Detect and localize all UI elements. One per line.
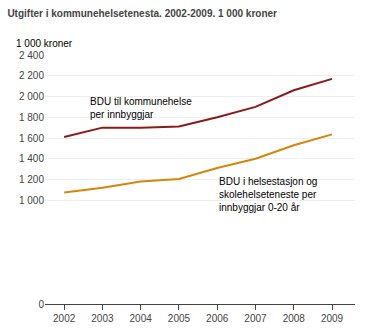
svg-text:0: 0 — [38, 299, 44, 310]
svg-text:1 200: 1 200 — [19, 174, 44, 185]
svg-text:2003: 2003 — [91, 313, 114, 324]
svg-text:2009: 2009 — [321, 313, 344, 324]
svg-text:2004: 2004 — [130, 313, 153, 324]
svg-text:2005: 2005 — [168, 313, 191, 324]
svg-text:1 000 kroner: 1 000 kroner — [16, 38, 73, 49]
svg-text:1 800: 1 800 — [19, 112, 44, 123]
svg-text:2002: 2002 — [53, 313, 76, 324]
svg-text:BDU i helsestasjon ogskolehels: BDU i helsestasjon ogskolehelseteneste p… — [219, 176, 317, 213]
svg-text:1 000: 1 000 — [19, 195, 44, 206]
svg-text:2007: 2007 — [244, 313, 267, 324]
svg-text:2006: 2006 — [206, 313, 229, 324]
svg-text:2 400: 2 400 — [19, 50, 44, 61]
svg-text:2008: 2008 — [283, 313, 306, 324]
svg-text:2 000: 2 000 — [19, 91, 44, 102]
svg-text:1 400: 1 400 — [19, 153, 44, 164]
svg-text:1 600: 1 600 — [19, 133, 44, 144]
svg-text:BDU til kommunehelseper innbyg: BDU til kommunehelseper innbyggjar — [90, 96, 192, 120]
svg-text:Utgifter i kommunehelsetenesta: Utgifter i kommunehelsetenesta. 2002-200… — [7, 8, 277, 19]
svg-text:2 200: 2 200 — [19, 70, 44, 81]
